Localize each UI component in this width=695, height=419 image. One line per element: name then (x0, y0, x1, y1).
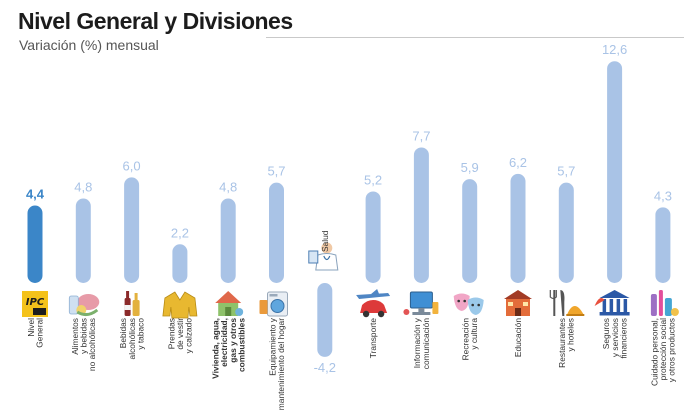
value-label: 12,6 (602, 42, 627, 57)
computer-icon (403, 291, 439, 315)
chart-title: Nivel General y Divisiones (18, 8, 293, 34)
value-label: -4,2 (314, 360, 336, 375)
category-label: Restaurantesy hoteles (557, 318, 576, 368)
value-labels-layer: 4,4 4,8 6,0 2,2 4,8 5,7 -4,2 5,2 7,7 5,9 6,2 5,7 12,… (26, 42, 672, 375)
bar-4 (220, 198, 236, 283)
bar-0 (27, 205, 43, 283)
category-icons-layer: IPC (22, 242, 679, 319)
jacket-icon (162, 291, 198, 319)
category-label: Salud (320, 230, 330, 252)
header-divider (266, 37, 684, 38)
category-label: Información ycomunicación (412, 317, 431, 369)
theater-icon (453, 293, 484, 315)
category-label: Transporte (368, 318, 378, 359)
bar-7 (365, 191, 381, 283)
chart-subtitle: Variación (%) mensual (19, 37, 159, 53)
value-label: 4,8 (219, 180, 237, 195)
ipc-logo-icon: IPC (22, 291, 48, 317)
bar-6 (317, 283, 333, 357)
category-label: Bebidasalcohólicasy tabaco (118, 318, 145, 360)
bar-11 (558, 182, 574, 283)
value-label: 5,7 (267, 164, 285, 179)
cutlery-icon (549, 290, 585, 316)
category-label: Vivienda, agua,electricidad,gas y otrosc… (211, 318, 247, 379)
value-label: 7,7 (412, 128, 430, 143)
bar-10 (510, 173, 526, 283)
category-label: Cuidado personal,protección socialy otro… (650, 318, 677, 386)
category-label: Segurosy serviciosfinancieros (601, 318, 628, 359)
house-icon (215, 291, 244, 316)
value-label: 5,9 (461, 160, 479, 175)
school-icon (504, 290, 532, 316)
category-label: NivelGeneral (26, 318, 45, 348)
svg-text:IPC: IPC (26, 297, 45, 308)
category-label: Educación (513, 318, 523, 357)
value-label: 4,4 (26, 187, 45, 202)
value-label: 5,2 (364, 172, 382, 187)
bar-13 (655, 207, 671, 283)
value-label: 6,2 (509, 155, 527, 170)
bar-8 (413, 147, 429, 283)
bar-1 (75, 198, 91, 283)
food-basket-icon (68, 294, 100, 317)
value-label: 5,7 (557, 164, 575, 179)
category-label: Alimentosy bebidasno alcohólicas (70, 318, 97, 371)
value-label: 6,0 (123, 158, 141, 173)
bars-layer (27, 61, 671, 357)
bank-icon (594, 290, 630, 316)
value-label: 4,3 (654, 188, 672, 203)
doctor-icon (308, 242, 339, 271)
washing-machine-icon (259, 291, 288, 317)
car-plane-icon (356, 289, 391, 318)
bottles-icon (124, 291, 140, 316)
category-label: Recreacióny cultura (461, 318, 480, 361)
category-labels-layer: NivelGeneral Alimentosy bebidasno alcohól… (26, 230, 677, 410)
bar-3 (172, 244, 188, 283)
bar-5 (269, 182, 284, 283)
category-label: Prendasde vestiry calzado (167, 318, 194, 354)
bar-9 (462, 179, 478, 283)
value-label: 2,2 (171, 225, 189, 240)
value-label: 4,8 (74, 180, 92, 195)
bar-12 (607, 61, 623, 283)
category-label: Equipamiento ymantenimiento del hogar (267, 317, 286, 410)
personal-care-icon (650, 290, 679, 316)
bar-2 (124, 177, 140, 283)
